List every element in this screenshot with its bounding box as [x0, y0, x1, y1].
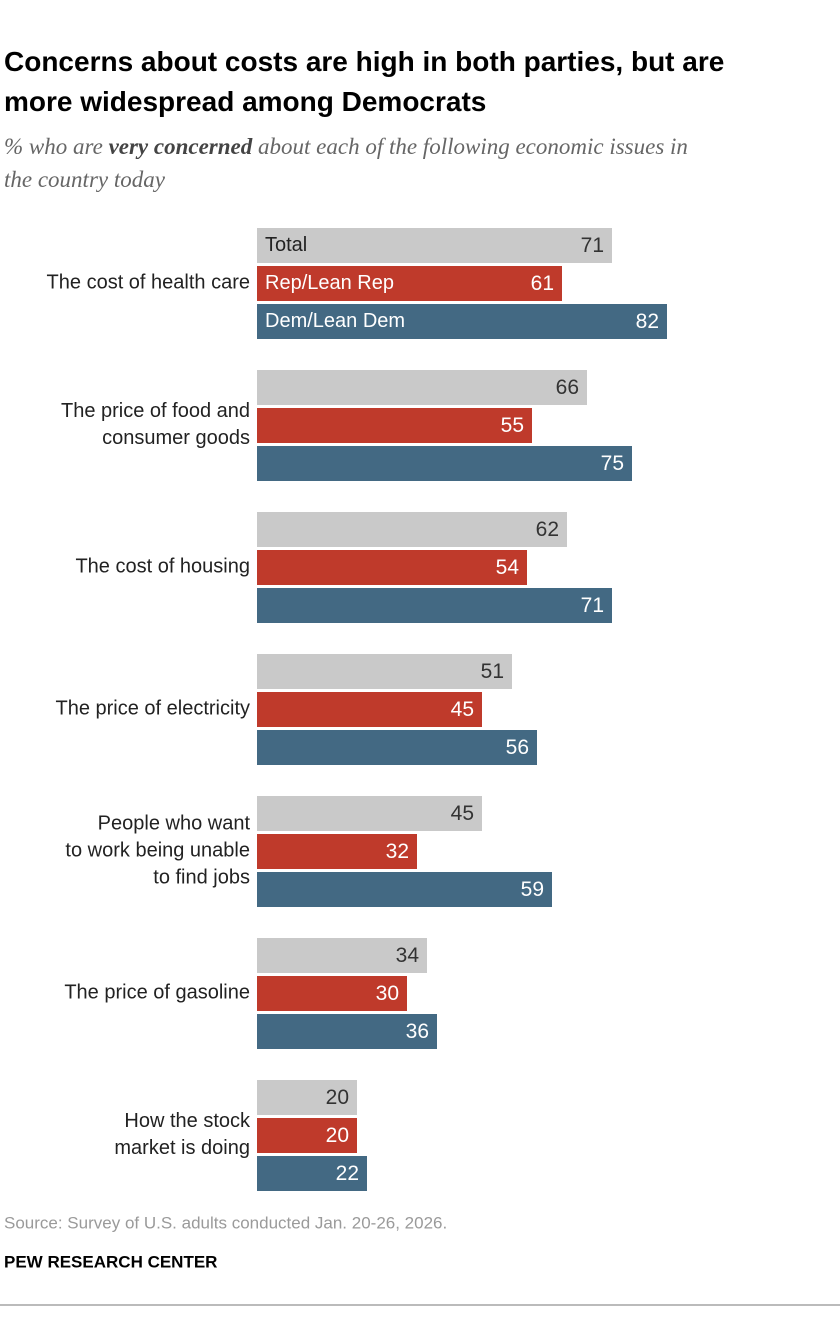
value-label: 71 — [581, 234, 604, 257]
value-label: 59 — [521, 878, 544, 901]
category-label: The cost of health care — [47, 272, 250, 294]
bar — [257, 730, 537, 765]
value-label: 30 — [376, 982, 399, 1005]
bar — [257, 512, 567, 547]
legend-label: Dem/Lean Dem — [265, 310, 405, 332]
value-label: 62 — [536, 518, 559, 541]
value-label: 54 — [496, 556, 520, 579]
category-label: The price of electricity — [55, 698, 250, 720]
legend-label: Rep/Lean Rep — [265, 272, 394, 294]
category-label: The price of food and consumer goods — [61, 400, 250, 449]
bar — [257, 834, 417, 869]
value-label: 61 — [531, 272, 554, 295]
bar — [257, 408, 532, 443]
category-label: The cost of housing — [75, 556, 250, 578]
bar — [257, 228, 612, 263]
legend-label: Total — [265, 234, 307, 256]
category-label: The price of gasoline — [64, 982, 250, 1004]
value-label: 36 — [406, 1020, 429, 1043]
chart-subtitle: % who are very concerned about each of t… — [4, 130, 836, 196]
subtitle-emphasis: very concerned — [108, 134, 253, 159]
bar — [257, 872, 552, 907]
value-label: 22 — [336, 1162, 359, 1185]
value-label: 45 — [451, 698, 474, 721]
bar — [257, 266, 562, 301]
value-label: 32 — [386, 840, 409, 863]
value-label: 51 — [481, 660, 504, 683]
credit: PEW RESEARCH CENTER — [4, 1252, 217, 1271]
bar — [257, 370, 587, 405]
bar — [257, 1014, 437, 1049]
subtitle-part: % who are — [4, 134, 109, 159]
bar — [257, 692, 482, 727]
value-label: 20 — [326, 1086, 349, 1109]
source: Source: Survey of U.S. adults conducted … — [4, 1213, 447, 1232]
bar — [257, 304, 667, 339]
value-label: 45 — [451, 802, 474, 825]
chart-title: Concerns about costs are high in both pa… — [4, 46, 725, 117]
bar — [257, 588, 612, 623]
value-label: 55 — [501, 414, 524, 437]
bar — [257, 550, 527, 585]
value-label: 34 — [396, 944, 420, 967]
category-label: How the stock market is doing — [114, 1110, 251, 1159]
category-label: People who want to work being unable to fi… — [65, 813, 250, 889]
bar — [257, 1118, 357, 1153]
value-label: 56 — [506, 736, 529, 759]
bar — [257, 796, 482, 831]
bar — [257, 976, 407, 1011]
bar — [257, 654, 512, 689]
value-label: 71 — [581, 594, 604, 617]
value-label: 82 — [636, 310, 659, 333]
bar — [257, 446, 632, 481]
value-label: 75 — [601, 452, 624, 475]
bar — [257, 1080, 357, 1115]
bar — [257, 938, 427, 973]
bar — [257, 1156, 367, 1191]
value-label: 66 — [556, 376, 579, 399]
subtitle-part: about each of the following economic iss… — [4, 134, 688, 192]
value-label: 20 — [326, 1124, 349, 1147]
